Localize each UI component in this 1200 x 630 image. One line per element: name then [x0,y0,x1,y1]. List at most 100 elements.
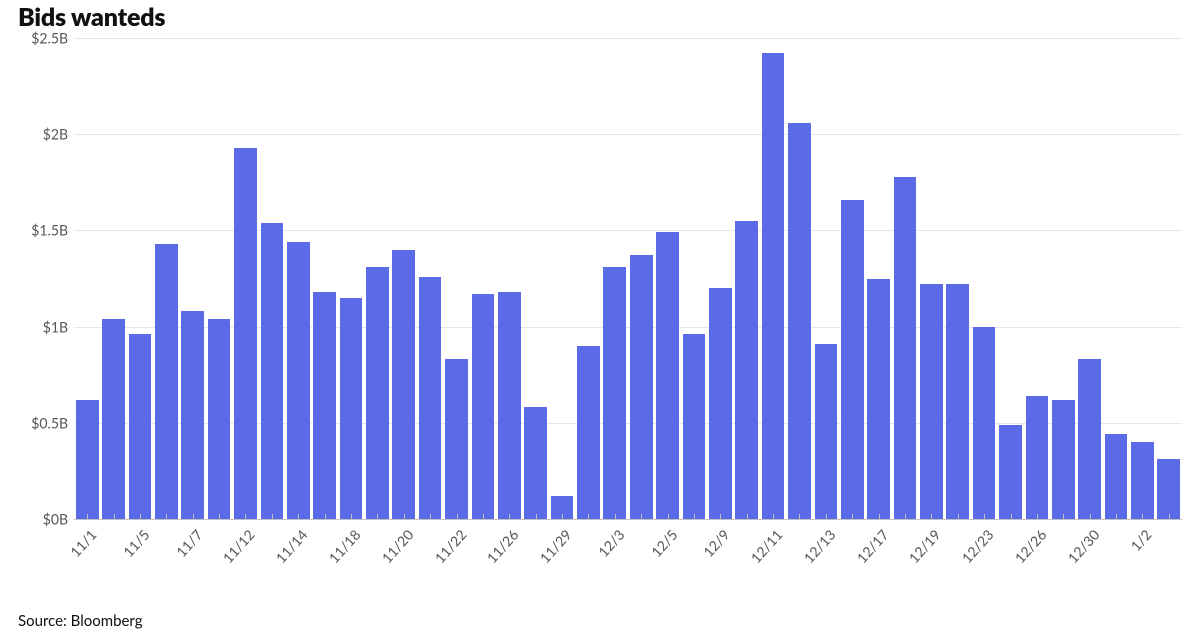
x-tick-mark [166,514,167,520]
x-tick-mark [694,514,695,520]
bar [999,425,1022,519]
bar [735,221,758,519]
y-tick-label: $1B [43,318,68,335]
x-tick-mark [747,514,748,520]
bar [419,277,442,519]
x-tick-label: 11/26 [483,526,522,566]
x-tick-label: 12/9 [700,526,733,560]
x-tick-mark [509,514,510,520]
x-tick-mark [483,514,484,520]
x-tick-label: 12/17 [853,526,892,566]
x-tick-mark [562,514,563,520]
y-tick-label: $2B [43,126,68,143]
bar [340,298,363,519]
x-tick-label: 12/3 [594,526,627,560]
y-tick-label: $0B [43,511,68,528]
x-tick-mark [720,514,721,520]
x-tick-mark [377,514,378,520]
x-tick-mark [351,514,352,520]
x-axis: 11/111/511/711/1211/1411/1811/2011/2211/… [74,520,1182,568]
x-tick-label: 12/19 [905,526,944,566]
x-tick-mark [87,514,88,520]
chart: $0B$0.5B$1B$1.5B$2B$2.5B 11/111/511/711/… [18,38,1182,568]
chart-page: Bids wanteds $0B$0.5B$1B$1.5B$2B$2.5B 11… [0,0,1200,630]
x-tick-mark [140,514,141,520]
x-tick-mark [457,514,458,520]
x-tick-label: 11/22 [431,526,470,566]
bars-layer [74,38,1182,519]
bar [313,292,336,519]
x-tick-label: 12/30 [1064,526,1103,566]
y-tick-label: $2.5B [31,30,68,47]
bar [894,177,917,519]
x-tick-mark [536,514,537,520]
plot-area [74,38,1182,520]
x-tick-label: 11/5 [119,526,152,560]
bar [973,327,996,519]
x-tick-label: 12/26 [1011,526,1050,566]
bar [76,400,99,519]
bar [1026,396,1049,519]
x-tick-label: 11/12 [219,526,258,566]
x-tick-mark [1063,514,1064,520]
bar [946,284,969,519]
x-tick-mark [852,514,853,520]
bar [287,242,310,519]
x-tick-mark [905,514,906,520]
bar [102,319,125,519]
x-tick-label: 12/23 [958,526,997,566]
x-tick-label: 12/5 [647,526,680,560]
x-tick-mark [430,514,431,520]
x-tick-mark [1116,514,1117,520]
x-tick-mark [325,514,326,520]
bar [709,288,732,519]
x-tick-label: 11/7 [172,526,205,560]
chart-source: Source: Bloomberg [18,612,143,630]
x-tick-mark [799,514,800,520]
y-tick-label: $1.5B [31,222,68,239]
bar [1131,442,1154,519]
bar [603,267,626,519]
bar [920,284,943,519]
bar [234,148,257,519]
x-tick-mark [773,514,774,520]
bar [498,292,521,519]
bar [815,344,838,519]
x-tick-mark [1011,514,1012,520]
x-tick-mark [1142,514,1143,520]
x-tick-label: 12/13 [800,526,839,566]
x-tick-mark [615,514,616,520]
x-tick-mark [879,514,880,520]
x-tick-mark [641,514,642,520]
bar [867,279,890,520]
x-tick-mark [114,514,115,520]
x-tick-mark [1090,514,1091,520]
bar [1157,459,1180,519]
x-tick-mark [984,514,985,520]
x-tick-mark [588,514,589,520]
bar [788,123,811,519]
y-axis: $0B$0.5B$1B$1.5B$2B$2.5B [18,38,74,520]
y-tick-label: $0.5B [31,414,68,431]
bar [472,294,495,519]
x-tick-label: 12/11 [747,526,786,566]
bar [181,311,204,519]
x-tick-label: 11/20 [378,526,417,566]
x-tick-mark [668,514,669,520]
bar [155,244,178,519]
bar [630,255,653,519]
bar [656,232,679,519]
x-tick-mark [958,514,959,520]
x-tick-mark [298,514,299,520]
x-tick-mark [272,514,273,520]
bar [392,250,415,519]
bar [762,53,785,519]
x-tick-mark [1037,514,1038,520]
x-tick-label: 11/18 [325,526,364,566]
bar [366,267,389,519]
bar [841,200,864,519]
x-tick-mark [193,514,194,520]
bar [683,334,706,519]
x-tick-label: 11/1 [67,526,100,560]
x-tick-mark [219,514,220,520]
